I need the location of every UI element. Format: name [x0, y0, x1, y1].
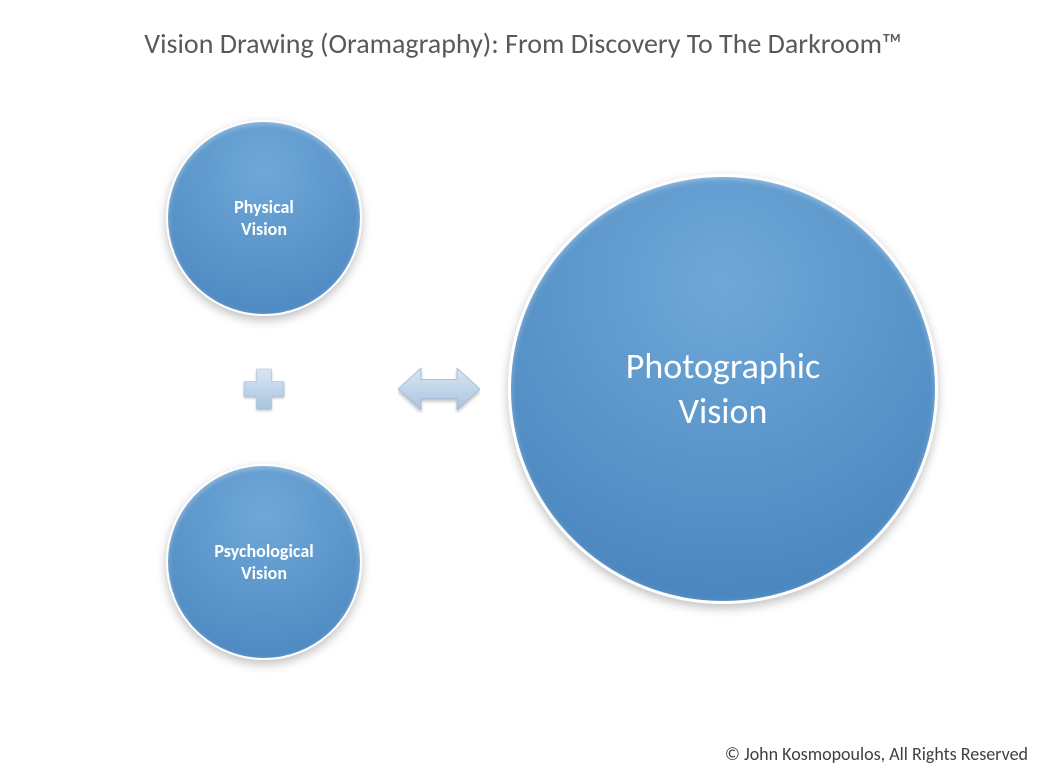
page-title: Vision Drawing (Oramagraphy): From Disco… — [0, 26, 1046, 61]
label-line: Vision — [241, 562, 287, 584]
plus-icon — [239, 364, 289, 414]
copyright-text: © John Kosmopoulos, All Rights Reserved — [725, 743, 1028, 765]
node-label: Psychological Vision — [214, 540, 313, 585]
label-line: Psychological — [214, 540, 313, 562]
label-line: Photographic — [626, 344, 821, 388]
title-text: Vision Drawing (Oramagraphy): From Disco… — [144, 26, 902, 61]
node-physical-vision: Physical Vision — [166, 120, 362, 316]
node-label: Photographic Vision — [626, 344, 821, 434]
node-psychological-vision: Psychological Vision — [166, 464, 362, 660]
label-line: Physical — [234, 196, 294, 218]
node-photographic-vision: Photographic Vision — [508, 174, 938, 604]
label-line: Vision — [241, 218, 287, 240]
diagram-canvas: Vision Drawing (Oramagraphy): From Disco… — [0, 0, 1046, 775]
copyright-label: © John Kosmopoulos, All Rights Reserved — [725, 743, 1028, 765]
node-label: Physical Vision — [234, 196, 294, 241]
label-line: Vision — [679, 389, 768, 433]
double-arrow-icon — [398, 365, 480, 413]
